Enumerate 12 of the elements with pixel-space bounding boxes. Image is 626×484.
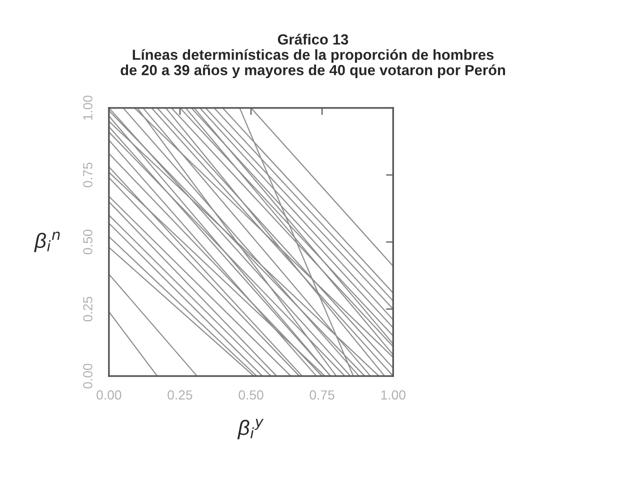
y-tick-label: 0.75: [83, 162, 92, 188]
y-axis-title: β$_{i}$$^{n}$: [34, 232, 60, 252]
x-tick-label: 0.00: [96, 390, 122, 400]
chart-title: Gráfico 13 Líneas determinísticas de la proporción de hombres de 20 a 39 años y mayores de 40 que votaron por Perón: [120, 34, 506, 78]
x-axis-title: β$_{i}$$^{y}$: [237, 418, 264, 440]
y-tick-label: 0.50: [83, 230, 92, 254]
x-tick-label: 0.50: [238, 390, 264, 400]
y-tick-label: 1.00: [83, 96, 92, 120]
x-tick-label: 0.75: [310, 390, 334, 400]
x-tick-label: 1.00: [381, 390, 406, 400]
y-tick-label: 0.25: [83, 296, 92, 322]
x-tick-label: 0.25: [168, 390, 192, 400]
